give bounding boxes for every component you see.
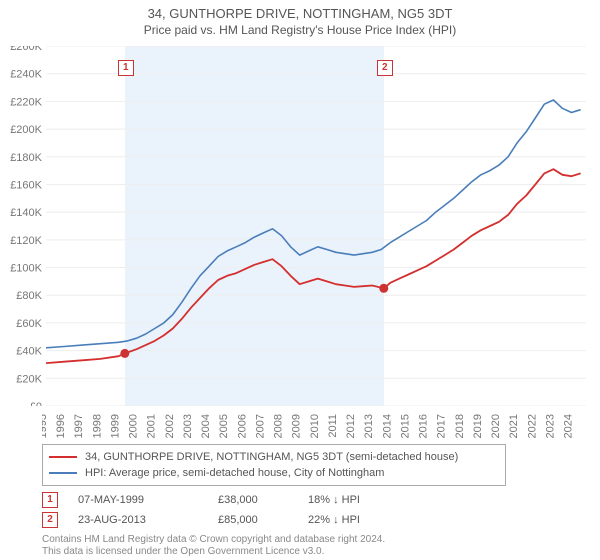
svg-text:2001: 2001 bbox=[146, 414, 158, 438]
chart-title: 34, GUNTHORPE DRIVE, NOTTINGHAM, NG5 3DT bbox=[0, 6, 600, 21]
svg-text:1996: 1996 bbox=[55, 414, 67, 438]
svg-text:2023: 2023 bbox=[544, 414, 556, 438]
svg-text:£200K: £200K bbox=[10, 124, 42, 136]
transaction-row-1: 1 07-MAY-1999 £38,000 18% ↓ HPI bbox=[42, 490, 408, 510]
legend-label-property: 34, GUNTHORPE DRIVE, NOTTINGHAM, NG5 3DT… bbox=[85, 451, 458, 463]
svg-text:£60K: £60K bbox=[16, 318, 42, 330]
sale-marker-label: 1 bbox=[118, 60, 134, 76]
down-arrow-icon: ↓ bbox=[333, 494, 339, 506]
titles: 34, GUNTHORPE DRIVE, NOTTINGHAM, NG5 3DT… bbox=[0, 0, 600, 37]
svg-text:2016: 2016 bbox=[418, 414, 430, 438]
svg-text:2011: 2011 bbox=[327, 414, 339, 438]
plot-area: £0£20K£40K£60K£80K£100K£120K£140K£160K£1… bbox=[46, 46, 586, 406]
svg-text:£80K: £80K bbox=[16, 290, 42, 302]
svg-text:2002: 2002 bbox=[164, 414, 176, 438]
transaction-pct-2: 22% ↓ HPI bbox=[308, 514, 408, 526]
svg-text:2024: 2024 bbox=[563, 414, 575, 438]
down-arrow-icon: ↓ bbox=[333, 514, 339, 526]
svg-text:2014: 2014 bbox=[381, 414, 393, 438]
svg-text:2008: 2008 bbox=[273, 414, 285, 438]
legend-row-property: 34, GUNTHORPE DRIVE, NOTTINGHAM, NG5 3DT… bbox=[49, 449, 499, 465]
svg-text:1998: 1998 bbox=[91, 414, 103, 438]
svg-text:2022: 2022 bbox=[526, 414, 538, 438]
svg-text:2006: 2006 bbox=[236, 414, 248, 438]
svg-text:£160K: £160K bbox=[10, 179, 42, 191]
transaction-date-2: 23-AUG-2013 bbox=[78, 514, 218, 526]
transaction-num-1: 1 bbox=[42, 492, 58, 508]
svg-text:2013: 2013 bbox=[363, 414, 375, 438]
y-axis: £0 £20K £40K £60K £80K £100K £120K £140K £160K £1… bbox=[0, 46, 46, 406]
svg-text:1997: 1997 bbox=[73, 414, 85, 438]
svg-text:2015: 2015 bbox=[399, 414, 411, 438]
plot-svg bbox=[46, 46, 586, 406]
transaction-row-2: 2 23-AUG-2013 £85,000 22% ↓ HPI bbox=[42, 510, 408, 530]
x-axis: 1995 1996 1997 1998 1999 2000 2001 2002 2003 2004… bbox=[42, 406, 600, 444]
legend-swatch-property bbox=[49, 456, 77, 458]
footer: Contains HM Land Registry data © Crown c… bbox=[42, 534, 385, 558]
svg-text:2000: 2000 bbox=[128, 414, 140, 438]
svg-text:1999: 1999 bbox=[109, 414, 121, 438]
legend-label-hpi: HPI: Average price, semi-detached house,… bbox=[85, 467, 384, 479]
transaction-price-1: £38,000 bbox=[218, 494, 308, 506]
svg-text:2019: 2019 bbox=[472, 414, 484, 438]
footer-line-1: Contains HM Land Registry data © Crown c… bbox=[42, 534, 385, 546]
svg-text:2020: 2020 bbox=[490, 414, 502, 438]
svg-text:£140K: £140K bbox=[10, 207, 42, 219]
svg-text:2007: 2007 bbox=[254, 414, 266, 438]
transaction-num-2: 2 bbox=[42, 512, 58, 528]
svg-text:2018: 2018 bbox=[454, 414, 466, 438]
svg-text:£260K: £260K bbox=[10, 46, 42, 53]
svg-text:£40K: £40K bbox=[16, 346, 42, 358]
svg-text:2003: 2003 bbox=[182, 414, 194, 438]
chart-subtitle: Price paid vs. HM Land Registry's House … bbox=[0, 23, 600, 37]
svg-text:2009: 2009 bbox=[291, 414, 303, 438]
svg-text:£0: £0 bbox=[30, 401, 42, 406]
transaction-date-1: 07-MAY-1999 bbox=[78, 494, 218, 506]
svg-text:2017: 2017 bbox=[436, 414, 448, 438]
sale-marker-label: 2 bbox=[377, 60, 393, 76]
svg-text:2010: 2010 bbox=[309, 414, 321, 438]
svg-text:£100K: £100K bbox=[10, 263, 42, 275]
transactions-table: 1 07-MAY-1999 £38,000 18% ↓ HPI 2 23-AUG… bbox=[42, 490, 408, 530]
transaction-pct-1: 18% ↓ HPI bbox=[308, 494, 408, 506]
svg-text:£120K: £120K bbox=[10, 235, 42, 247]
legend-swatch-hpi bbox=[49, 472, 77, 474]
svg-text:2012: 2012 bbox=[345, 414, 357, 438]
transaction-price-2: £85,000 bbox=[218, 514, 308, 526]
legend-row-hpi: HPI: Average price, semi-detached house,… bbox=[49, 465, 499, 481]
svg-text:1995: 1995 bbox=[42, 414, 49, 438]
svg-text:2004: 2004 bbox=[200, 414, 212, 438]
svg-text:£180K: £180K bbox=[10, 152, 42, 164]
series-group bbox=[46, 100, 581, 363]
svg-text:2005: 2005 bbox=[218, 414, 230, 438]
legend: 34, GUNTHORPE DRIVE, NOTTINGHAM, NG5 3DT… bbox=[42, 444, 506, 486]
footer-line-2: This data is licensed under the Open Gov… bbox=[42, 546, 385, 558]
svg-text:£220K: £220K bbox=[10, 96, 42, 108]
svg-text:£20K: £20K bbox=[16, 373, 42, 385]
svg-text:£240K: £240K bbox=[10, 69, 42, 81]
svg-text:2021: 2021 bbox=[508, 414, 520, 438]
chart-container: 34, GUNTHORPE DRIVE, NOTTINGHAM, NG5 3DT… bbox=[0, 0, 600, 560]
